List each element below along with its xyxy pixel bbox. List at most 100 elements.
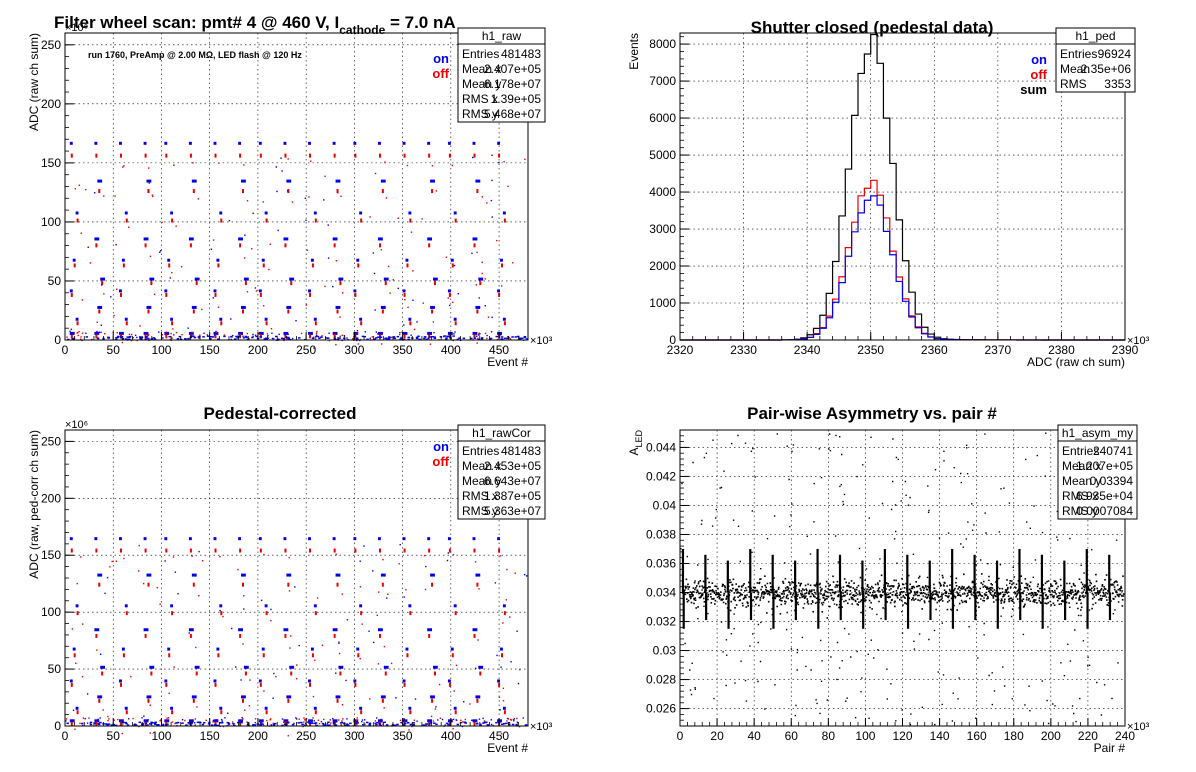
off-point: [375, 722, 377, 724]
off-point: [431, 165, 434, 167]
off-point: [300, 332, 303, 335]
stats-value: 2.35e+06: [1081, 62, 1132, 76]
off-point: [125, 611, 128, 616]
asym-spike-up: [771, 554, 774, 593]
on-point: [368, 723, 371, 726]
off-point: [122, 166, 124, 168]
on-point: [121, 258, 125, 262]
off-point: [498, 682, 501, 687]
on-point: [458, 337, 461, 339]
off-point: [201, 560, 204, 562]
off-point: [338, 652, 341, 655]
x-tick-label: 100: [855, 729, 875, 743]
on-point: [219, 211, 223, 215]
off-point: [144, 633, 147, 638]
off-point: [451, 653, 454, 658]
asym-spike-down: [705, 592, 708, 621]
off-point: [356, 731, 359, 733]
off-point: [430, 715, 433, 718]
on-point: [167, 647, 171, 651]
x-tick-label: 450: [489, 343, 509, 357]
on-point: [378, 719, 383, 723]
x-tick-label: 2330: [730, 343, 757, 357]
off-point: [191, 331, 193, 334]
on-point: [149, 665, 155, 669]
asym-spike-up: [861, 560, 864, 593]
off-point: [122, 653, 125, 658]
off-point: [231, 721, 234, 723]
on-point: [362, 723, 364, 726]
off-point: [473, 548, 476, 553]
on-point: [119, 336, 123, 339]
stats-label: Entries: [1060, 47, 1097, 61]
on-point: [133, 723, 137, 726]
on-point: [472, 537, 476, 541]
off-point: [272, 722, 274, 725]
asym-spike-down: [1019, 592, 1022, 621]
on-point: [193, 722, 196, 724]
off-point: [509, 338, 512, 340]
off-point: [113, 314, 115, 317]
on-point: [224, 717, 226, 719]
off-point: [403, 548, 406, 553]
on-point: [267, 334, 269, 337]
on-point: [313, 720, 315, 722]
off-point: [505, 599, 508, 601]
on-point: [99, 717, 101, 719]
off-point: [104, 333, 106, 335]
off-point: [336, 309, 339, 314]
off-point: [503, 710, 506, 715]
off-point: [152, 195, 154, 198]
on-point: [263, 338, 267, 340]
on-point: [447, 679, 451, 683]
on-point: [375, 331, 378, 333]
off-point: [306, 249, 309, 251]
on-point: [332, 285, 334, 288]
asym-spike-down: [951, 592, 955, 629]
on-point: [191, 305, 197, 309]
on-point: [427, 337, 429, 339]
stats-value: 5.468e+07: [484, 107, 541, 121]
on-point: [243, 277, 249, 281]
off-point: [172, 556, 175, 558]
on-point: [141, 723, 144, 726]
on-point: [139, 337, 142, 339]
on-point: [453, 604, 457, 608]
on-point: [258, 679, 262, 683]
on-point: [158, 331, 160, 333]
off-point: [65, 718, 68, 720]
off-point: [76, 332, 79, 334]
off-point: [217, 306, 220, 308]
off-point: [199, 334, 201, 336]
on-point: [144, 722, 148, 724]
off-point: [333, 153, 336, 158]
on-point: [295, 717, 297, 719]
on-point: [332, 717, 334, 720]
on-point: [303, 724, 306, 726]
on-point: [66, 722, 69, 725]
asym-spike-up: [838, 554, 842, 593]
on-point: [124, 721, 127, 724]
off-point: [290, 671, 293, 676]
off-point: [296, 664, 298, 666]
off-point: [341, 334, 343, 337]
on-point: [433, 336, 437, 338]
off-point: [503, 611, 506, 616]
on-point: [97, 723, 101, 726]
asym-spike-down: [996, 592, 999, 629]
on-point: [406, 722, 410, 724]
off-point: [406, 263, 409, 268]
off-point: [95, 721, 98, 726]
on-point: [185, 724, 188, 726]
on-point: [138, 336, 142, 338]
off-point: [305, 304, 307, 306]
on-point: [89, 723, 93, 726]
on-point: [97, 722, 101, 725]
on-point: [285, 723, 288, 726]
on-point: [69, 289, 73, 293]
on-point: [100, 665, 106, 669]
off-point: [263, 690, 265, 692]
off-point: [205, 719, 207, 722]
off-point: [381, 698, 384, 703]
on-point: [521, 337, 524, 340]
